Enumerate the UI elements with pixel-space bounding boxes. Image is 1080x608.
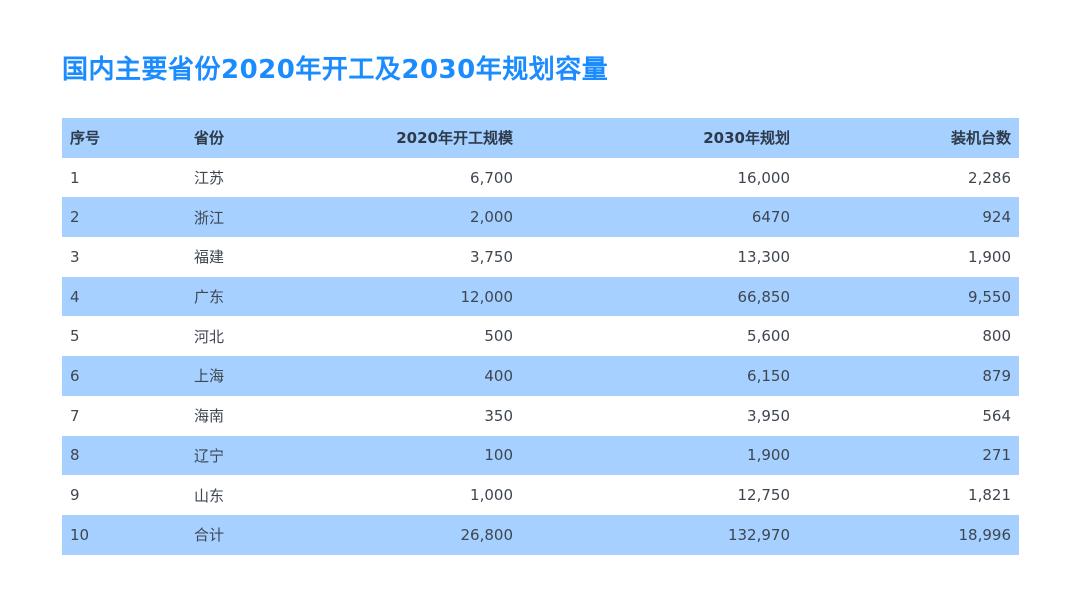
cell-plan-2030: 16,000 xyxy=(737,168,791,187)
cell-plan-2030: 132,970 xyxy=(727,525,790,544)
cell-idx: 5 xyxy=(70,327,80,346)
table-row: 3 福建 3,750 13,300 1,900 xyxy=(62,237,1019,277)
cell-idx: 4 xyxy=(70,287,80,306)
cell-units: 1,900 xyxy=(968,247,1011,266)
header-plan-2030: 2030年规划 xyxy=(703,129,790,148)
table-row: 7 海南 350 3,950 564 xyxy=(62,395,1019,436)
table-row: 4 广东 12,000 66,850 9,550 xyxy=(62,276,1019,317)
cell-province: 浙江 xyxy=(194,208,225,227)
header-units: 装机台数 xyxy=(950,129,1011,148)
cell-units: 1,821 xyxy=(968,486,1011,505)
header-idx: 序号 xyxy=(70,129,101,148)
cell-units: 271 xyxy=(982,446,1011,465)
cell-start-2020: 1,000 xyxy=(470,486,513,505)
cell-plan-2030: 13,300 xyxy=(737,247,791,266)
cell-units: 924 xyxy=(982,208,1011,227)
cell-start-2020: 500 xyxy=(484,327,513,346)
cell-idx: 7 xyxy=(70,406,80,425)
cell-start-2020: 2,000 xyxy=(470,208,513,227)
cell-plan-2030: 5,600 xyxy=(747,327,790,346)
table-row-total: 10 合计 26,800 132,970 18,996 xyxy=(62,514,1019,555)
cell-start-2020: 400 xyxy=(484,366,513,385)
cell-idx: 3 xyxy=(70,247,80,266)
cell-province: 河北 xyxy=(194,327,225,346)
cell-start-2020: 100 xyxy=(484,446,513,465)
cell-units: 879 xyxy=(982,366,1011,385)
header-start-2020: 2020年开工规模 xyxy=(396,129,513,148)
table-row: 8 辽宁 100 1,900 271 xyxy=(62,435,1019,476)
cell-province: 合计 xyxy=(194,526,225,545)
cell-idx: 8 xyxy=(70,446,80,465)
cell-start-2020: 6,700 xyxy=(470,168,513,187)
cell-plan-2030: 6470 xyxy=(751,208,790,227)
table-row: 6 上海 400 6,150 879 xyxy=(62,356,1019,396)
table-row: 5 河北 500 5,600 800 xyxy=(62,316,1019,357)
table-row: 2 浙江 2,000 6470 924 xyxy=(62,197,1019,238)
cell-idx: 2 xyxy=(70,208,80,227)
table-body: 1 江苏 6,700 16,000 2,286 2 浙江 2,000 6470 … xyxy=(62,157,1019,555)
cell-idx: 9 xyxy=(70,486,80,505)
cell-idx: 10 xyxy=(70,525,90,544)
cell-province: 江苏 xyxy=(194,169,225,188)
table-header: 序号 省份 2020年开工规模 2030年规划 装机台数 xyxy=(62,118,1019,158)
cell-start-2020: 3,750 xyxy=(470,247,513,266)
cell-plan-2030: 12,750 xyxy=(737,486,791,505)
table-header-row: 序号 省份 2020年开工规模 2030年规划 装机台数 xyxy=(62,118,1019,158)
cell-province: 广东 xyxy=(194,288,225,307)
cell-plan-2030: 1,900 xyxy=(747,446,790,465)
table-row: 9 山东 1,000 12,750 1,821 xyxy=(62,475,1019,515)
cell-province: 海南 xyxy=(194,407,225,426)
cell-plan-2030: 6,150 xyxy=(747,366,790,385)
header-province: 省份 xyxy=(194,129,225,148)
cell-province: 福建 xyxy=(194,248,225,267)
cell-units: 2,286 xyxy=(968,168,1011,187)
cell-province: 山东 xyxy=(194,486,225,505)
capacity-table: 序号 省份 2020年开工规模 2030年规划 装机台数 1 江苏 6,700 … xyxy=(62,118,1019,555)
cell-units: 18,996 xyxy=(958,525,1012,544)
cell-province: 辽宁 xyxy=(194,446,225,465)
cell-plan-2030: 3,950 xyxy=(747,406,790,425)
cell-units: 9,550 xyxy=(968,287,1011,306)
page-title: 国内主要省份2020年开工及2030年规划容量 xyxy=(62,55,609,85)
cell-units: 800 xyxy=(982,327,1011,346)
cell-idx: 1 xyxy=(70,168,80,187)
cell-start-2020: 12,000 xyxy=(460,287,514,306)
cell-units: 564 xyxy=(982,406,1011,425)
cell-province: 上海 xyxy=(194,367,225,386)
cell-start-2020: 26,800 xyxy=(460,525,514,544)
table-row: 1 江苏 6,700 16,000 2,286 xyxy=(62,157,1019,198)
cell-start-2020: 350 xyxy=(484,406,513,425)
cell-plan-2030: 66,850 xyxy=(737,287,791,306)
cell-idx: 6 xyxy=(70,366,80,385)
